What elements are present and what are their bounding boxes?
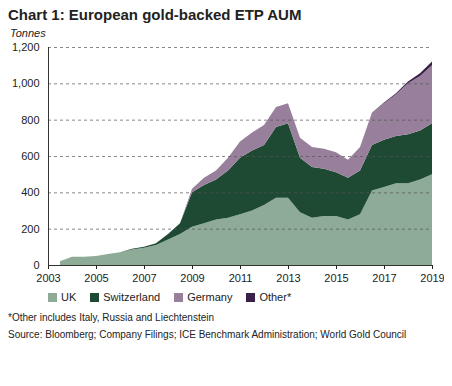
svg-text:2009: 2009 [180, 272, 204, 284]
html-text:Tonnes: Tonnes [10, 27, 46, 39]
svg-text:2005: 2005 [84, 272, 108, 284]
svg-text:1,000: 1,000 [12, 77, 40, 89]
svg-text:2007: 2007 [132, 272, 156, 284]
svg-text:600: 600 [21, 150, 39, 162]
svg-text:2015: 2015 [324, 272, 348, 284]
svg-text:2017: 2017 [372, 272, 396, 284]
html-text:Other*: Other* [259, 291, 292, 303]
svg-text:2013: 2013 [276, 272, 300, 284]
svg-text:1,200: 1,200 [12, 41, 40, 53]
svg-text:800: 800 [21, 114, 39, 126]
html-text:Switzerland: Switzerland [103, 291, 161, 303]
svg-text:0: 0 [33, 259, 39, 271]
svg-text:2003: 2003 [36, 272, 60, 284]
svg-text:200: 200 [21, 223, 39, 235]
html-text:Germany: Germany [187, 291, 233, 303]
svg-text:2019: 2019 [420, 272, 444, 284]
svg-text:2011: 2011 [229, 272, 253, 284]
svg-text:400: 400 [21, 186, 39, 198]
html-text:Chart 1: European gold-backed: Chart 1: European gold-backed ETP AUM [8, 6, 302, 23]
html-text:*Other includes Italy, Russia: *Other includes Italy, Russia and Liecht… [8, 312, 214, 323]
html-text:Source: Bloomberg; Company Fil: Source: Bloomberg; Company Filings; ICE … [8, 329, 407, 340]
html-text:UK: UK [61, 291, 77, 303]
